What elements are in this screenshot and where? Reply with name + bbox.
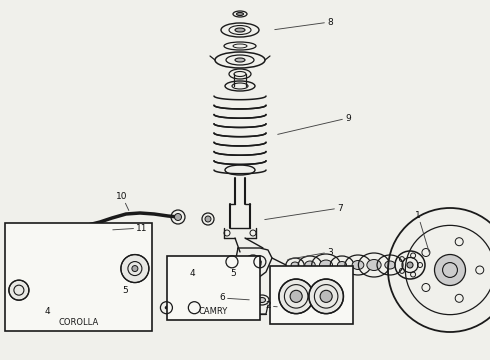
Circle shape xyxy=(249,259,257,267)
Circle shape xyxy=(174,213,181,220)
Circle shape xyxy=(9,280,29,300)
Text: CAMRY: CAMRY xyxy=(198,307,228,316)
Ellipse shape xyxy=(385,261,395,269)
Circle shape xyxy=(309,279,343,314)
Circle shape xyxy=(320,290,332,302)
Circle shape xyxy=(121,255,149,283)
Text: 4: 4 xyxy=(44,307,49,316)
Circle shape xyxy=(279,279,314,314)
Text: 2: 2 xyxy=(265,302,277,310)
Circle shape xyxy=(435,255,465,285)
Circle shape xyxy=(290,290,302,302)
Ellipse shape xyxy=(237,13,244,15)
Ellipse shape xyxy=(367,260,381,270)
Ellipse shape xyxy=(352,261,364,270)
Text: 6: 6 xyxy=(219,293,249,302)
Text: 11: 11 xyxy=(113,224,148,233)
Text: 5: 5 xyxy=(231,269,237,278)
Ellipse shape xyxy=(305,261,315,269)
Bar xyxy=(270,266,353,324)
Bar xyxy=(167,256,260,320)
Ellipse shape xyxy=(235,58,245,62)
Text: 9: 9 xyxy=(278,113,351,134)
Text: 10: 10 xyxy=(116,192,129,211)
Text: 3: 3 xyxy=(288,248,333,260)
Circle shape xyxy=(71,239,75,244)
Text: COROLLA: COROLLA xyxy=(58,318,98,327)
Text: 5: 5 xyxy=(122,285,128,294)
Ellipse shape xyxy=(291,262,299,268)
Text: 1: 1 xyxy=(415,211,429,252)
Bar xyxy=(5,223,152,331)
Text: 4: 4 xyxy=(190,269,196,278)
Ellipse shape xyxy=(338,261,346,269)
Circle shape xyxy=(132,266,138,271)
Ellipse shape xyxy=(259,297,266,302)
Text: 7: 7 xyxy=(265,203,343,220)
Text: 8: 8 xyxy=(275,18,333,30)
Ellipse shape xyxy=(205,216,211,222)
Ellipse shape xyxy=(235,28,245,32)
Ellipse shape xyxy=(319,260,333,270)
Ellipse shape xyxy=(407,262,413,268)
